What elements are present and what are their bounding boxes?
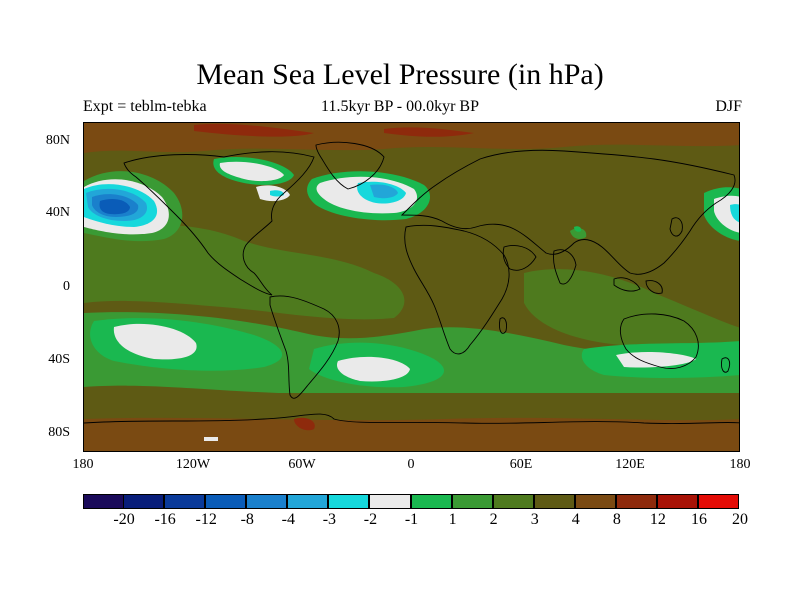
colorbar-label: -8: [240, 511, 254, 528]
japan-coast: [669, 217, 683, 237]
lon-label-120w: 120W: [175, 457, 211, 472]
colorbar-box-8: [410, 494, 452, 509]
lat-label-80s: 80S: [48, 425, 70, 440]
field-south-pacific-low: [113, 323, 197, 360]
north-america-coast: [123, 151, 315, 296]
colorbar-box-14: [656, 494, 698, 509]
field-npac-east-core: [730, 204, 739, 223]
colorbar-box-11: [533, 494, 575, 509]
colorbar-box-6: [328, 494, 370, 509]
colorbar-label: -16: [154, 511, 176, 528]
colorbar-label: 8: [612, 511, 621, 528]
lon-label-180w: 180: [72, 457, 94, 472]
field-asia-core: [574, 226, 582, 232]
colorbar-label: 1: [448, 511, 457, 528]
colorbar-box-4: [246, 494, 288, 509]
colorbar-box-0: [83, 494, 125, 509]
field-arctic-high: [194, 123, 314, 137]
colorbar-label: -3: [322, 511, 337, 528]
field-tropics-west: [84, 224, 405, 320]
colorbar-box-3: [205, 494, 247, 509]
colorbar-label: 16: [690, 511, 707, 528]
colorbar-box-1: [123, 494, 165, 509]
map-title: Mean Sea Level Pressure (in hPa): [196, 58, 604, 91]
colorbar-label: 4: [571, 511, 580, 528]
field-antarctic-high: [294, 417, 315, 431]
field-tropics-east: [524, 269, 739, 355]
field-hudson-core: [270, 190, 284, 197]
colorbar-box-7: [369, 494, 411, 509]
colorbar-label: -12: [195, 511, 217, 528]
colorbar-box-5: [287, 494, 329, 509]
madagascar-coast: [499, 317, 507, 334]
colorbar-box-2: [164, 494, 206, 509]
lon-label-0: 0: [407, 457, 415, 472]
season-label: DJF: [715, 98, 742, 115]
africa-coast: [404, 224, 510, 355]
colorbar-label: -1: [404, 511, 419, 528]
period-label: 11.5kyr BP - 00.0kyr BP: [321, 98, 479, 115]
colorbar-label: -2: [363, 511, 378, 528]
indonesia-coast: [613, 277, 641, 292]
coastlines: [84, 141, 739, 425]
colorbar-label: 12: [649, 511, 666, 528]
borneo-coast: [645, 280, 663, 294]
lat-label-40n: 40N: [45, 205, 70, 220]
field-antarctica: [84, 417, 739, 451]
lat-label-0: 0: [63, 279, 70, 294]
colorbar-box-13: [615, 494, 657, 509]
field-asia-patch: [570, 228, 587, 239]
colorbar-label: -4: [281, 511, 295, 528]
colorbar-label: 2: [489, 511, 498, 528]
pressure-map: [83, 122, 740, 452]
field-canada: [219, 161, 284, 182]
colorbar-box-10: [492, 494, 534, 509]
field-natl-minus3: [370, 184, 398, 199]
experiment-label: Expt = teblm-tebka: [83, 98, 207, 115]
lon-label-60e: 60E: [509, 457, 533, 472]
field-antarctic-patch: [204, 437, 218, 441]
lon-label-60w: 60W: [288, 457, 316, 472]
eurasia-coast: [400, 149, 736, 275]
field-npac-minus8: [99, 199, 130, 215]
field-south-atlantic-low: [336, 356, 410, 382]
colorbar-label: -20: [113, 511, 135, 528]
greenland-coast: [315, 141, 385, 190]
colorbar-box-12: [574, 494, 616, 509]
antarctica-coast: [84, 413, 739, 425]
lat-label-80n: 80N: [45, 133, 70, 148]
arabia-coast: [502, 245, 537, 271]
australia-coast: [619, 313, 699, 369]
lon-label-120e: 120E: [615, 457, 645, 472]
colorbar-box-15: [697, 494, 739, 509]
colorbar-box-9: [451, 494, 493, 509]
lat-label-40s: 40S: [48, 352, 70, 367]
new-zealand-coast: [721, 357, 731, 373]
lon-label-180e: 180: [729, 457, 751, 472]
field-south-indian-low: [616, 352, 696, 368]
field-arctic-high: [384, 127, 474, 137]
colorbar-label: 20: [732, 511, 748, 528]
south-america-coast: [269, 295, 340, 399]
colorbar-label: 3: [530, 511, 539, 528]
india-coast: [553, 249, 577, 285]
